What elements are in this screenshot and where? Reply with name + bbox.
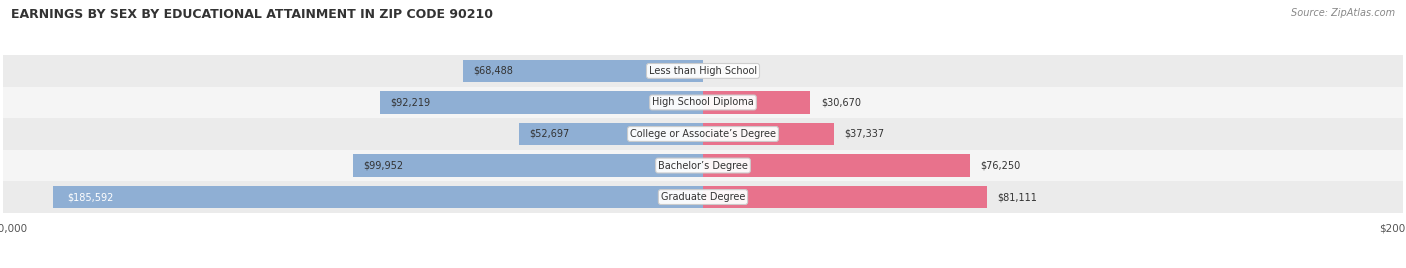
Text: $68,488: $68,488 bbox=[474, 66, 513, 76]
Text: $185,592: $185,592 bbox=[67, 192, 114, 202]
Text: Less than High School: Less than High School bbox=[650, 66, 756, 76]
Text: EARNINGS BY SEX BY EDUCATIONAL ATTAINMENT IN ZIP CODE 90210: EARNINGS BY SEX BY EDUCATIONAL ATTAINMEN… bbox=[11, 8, 494, 21]
Bar bbox=[353, 154, 703, 177]
Text: $76,250: $76,250 bbox=[980, 161, 1021, 170]
Text: $0: $0 bbox=[713, 66, 725, 76]
Bar bbox=[519, 123, 703, 145]
Bar bbox=[3, 55, 1403, 87]
Text: $37,337: $37,337 bbox=[844, 129, 884, 139]
Bar bbox=[3, 181, 1403, 213]
Bar bbox=[463, 59, 703, 82]
Text: $92,219: $92,219 bbox=[391, 98, 430, 107]
Text: Source: ZipAtlas.com: Source: ZipAtlas.com bbox=[1291, 8, 1395, 18]
Bar bbox=[3, 87, 1403, 118]
Bar bbox=[380, 91, 703, 114]
Bar bbox=[53, 186, 703, 209]
Bar bbox=[703, 186, 987, 209]
Text: $99,952: $99,952 bbox=[364, 161, 404, 170]
Text: Graduate Degree: Graduate Degree bbox=[661, 192, 745, 202]
Text: College or Associate’s Degree: College or Associate’s Degree bbox=[630, 129, 776, 139]
Bar bbox=[703, 91, 810, 114]
Bar bbox=[3, 118, 1403, 150]
Text: High School Diploma: High School Diploma bbox=[652, 98, 754, 107]
Text: Bachelor’s Degree: Bachelor’s Degree bbox=[658, 161, 748, 170]
Bar bbox=[703, 123, 834, 145]
Text: $52,697: $52,697 bbox=[529, 129, 569, 139]
Bar bbox=[703, 154, 970, 177]
Text: $81,111: $81,111 bbox=[997, 192, 1038, 202]
Bar bbox=[3, 150, 1403, 181]
Text: $30,670: $30,670 bbox=[821, 98, 860, 107]
